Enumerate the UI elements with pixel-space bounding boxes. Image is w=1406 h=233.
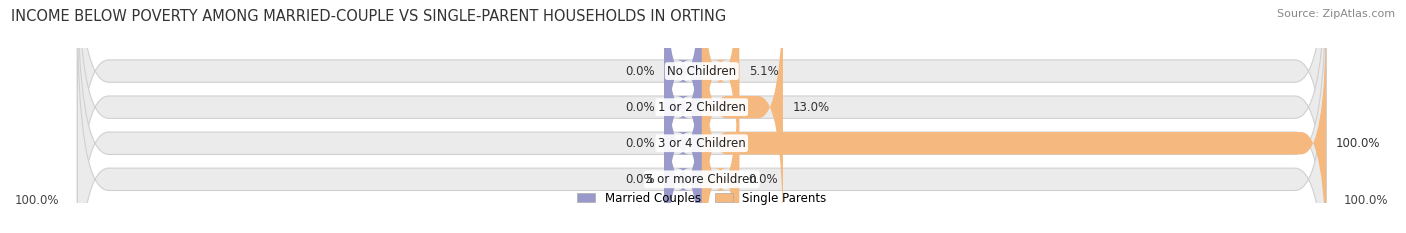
Text: 100.0%: 100.0% [15, 194, 59, 207]
Text: INCOME BELOW POVERTY AMONG MARRIED-COUPLE VS SINGLE-PARENT HOUSEHOLDS IN ORTING: INCOME BELOW POVERTY AMONG MARRIED-COUPL… [11, 9, 727, 24]
Text: 0.0%: 0.0% [626, 65, 655, 78]
Text: 0.0%: 0.0% [748, 173, 779, 186]
Legend: Married Couples, Single Parents: Married Couples, Single Parents [578, 192, 827, 205]
Text: 1 or 2 Children: 1 or 2 Children [658, 101, 745, 114]
FancyBboxPatch shape [702, 10, 1326, 233]
FancyBboxPatch shape [665, 0, 702, 204]
Text: 5.1%: 5.1% [748, 65, 779, 78]
Text: 100.0%: 100.0% [1336, 137, 1381, 150]
Text: 13.0%: 13.0% [793, 101, 830, 114]
FancyBboxPatch shape [77, 10, 1326, 233]
FancyBboxPatch shape [77, 0, 1326, 233]
FancyBboxPatch shape [702, 0, 783, 233]
FancyBboxPatch shape [77, 0, 1326, 233]
Text: 100.0%: 100.0% [1344, 194, 1389, 207]
Text: Source: ZipAtlas.com: Source: ZipAtlas.com [1277, 9, 1395, 19]
Text: 0.0%: 0.0% [626, 137, 655, 150]
FancyBboxPatch shape [665, 46, 702, 233]
FancyBboxPatch shape [702, 46, 740, 233]
Text: 0.0%: 0.0% [626, 101, 655, 114]
FancyBboxPatch shape [665, 10, 702, 233]
Text: No Children: No Children [668, 65, 737, 78]
Text: 0.0%: 0.0% [626, 173, 655, 186]
FancyBboxPatch shape [702, 0, 740, 204]
FancyBboxPatch shape [77, 0, 1326, 233]
Text: 5 or more Children: 5 or more Children [647, 173, 758, 186]
FancyBboxPatch shape [665, 0, 702, 233]
Text: 3 or 4 Children: 3 or 4 Children [658, 137, 745, 150]
